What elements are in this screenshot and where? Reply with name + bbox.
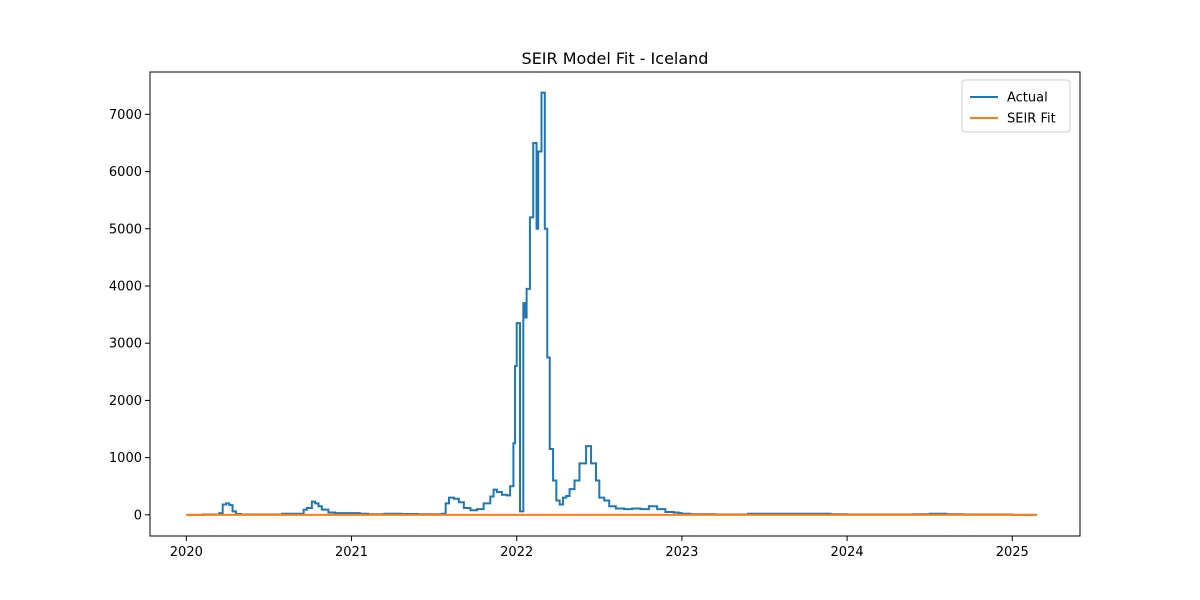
series-line-1	[186, 91, 1038, 516]
legend: Actual SEIR Fit	[961, 79, 1071, 133]
y-tick-label: 6000	[109, 165, 142, 180]
y-tick-label: 5000	[109, 222, 142, 237]
legend-label-1: Actual	[1007, 91, 1048, 106]
y-tick-label: 7000	[109, 108, 142, 123]
y-tick-label: 4000	[109, 279, 142, 294]
axes-frame	[149, 71, 1081, 537]
x-tick-label: 2025	[996, 545, 1029, 560]
chart-title: SEIR Model Fit - Iceland	[522, 49, 709, 68]
y-tick-label: 0	[134, 508, 142, 523]
x-tick-label: 2024	[831, 545, 864, 560]
legend-label-2: SEIR Fit	[1007, 112, 1056, 127]
x-axis: 2020 2021 2022 2023 2024 2025	[170, 536, 1029, 560]
plot-area	[149, 71, 1081, 537]
y-axis: 0 1000 2000 3000 4000 5000 6000 7000	[109, 108, 150, 523]
x-tick-label: 2021	[335, 545, 368, 560]
y-tick-label: 1000	[109, 451, 142, 466]
x-tick-label: 2020	[170, 545, 203, 560]
x-tick-label: 2022	[500, 545, 533, 560]
x-tick-label: 2023	[665, 545, 698, 560]
y-tick-label: 2000	[109, 394, 142, 409]
y-tick-label: 3000	[109, 337, 142, 352]
